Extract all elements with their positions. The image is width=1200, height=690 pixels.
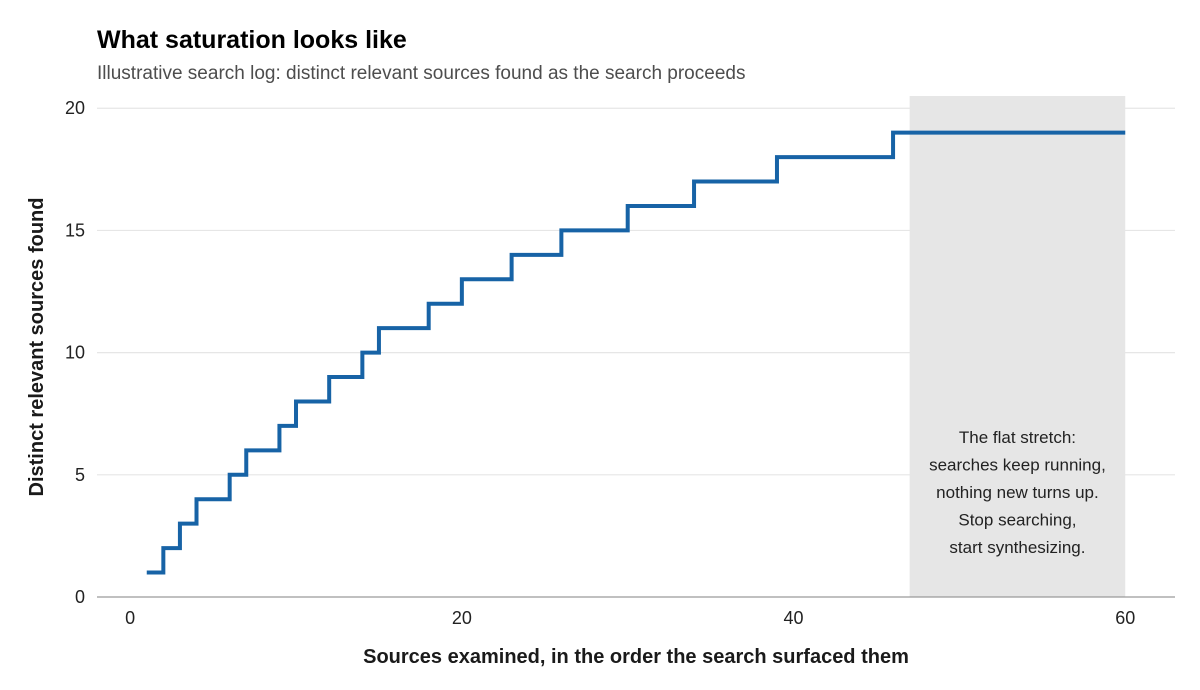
annotation-line: nothing new turns up. [936, 483, 1099, 502]
x-tick-label: 0 [125, 608, 135, 628]
x-tick-label: 20 [452, 608, 472, 628]
x-tick-label: 40 [784, 608, 804, 628]
annotation-line: The flat stretch: [959, 428, 1076, 447]
annotation-line: Stop searching, [958, 511, 1076, 530]
y-axis-title: Distinct relevant sources found [26, 198, 48, 497]
y-tick-label: 15 [65, 220, 85, 240]
y-tick-label: 5 [75, 465, 85, 485]
x-axis-title: Sources examined, in the order the searc… [363, 646, 909, 668]
step-series-line [146, 130, 1126, 575]
y-tick-label: 20 [65, 98, 85, 118]
y-tick-label: 10 [65, 343, 85, 363]
saturation-region [909, 96, 1126, 597]
annotation-line: start synthesizing. [949, 538, 1085, 557]
chart-title: What saturation looks like [97, 26, 407, 54]
annotation-line: searches keep running, [929, 456, 1106, 475]
plot-area: 0 5 10 15 20 0 20 40 60 The flat stretch: searches… [65, 96, 1175, 628]
y-tick-label: 0 [75, 587, 85, 607]
chart-subtitle: Illustrative search log: distinct releva… [97, 63, 745, 84]
x-tick-label: 60 [1115, 608, 1135, 628]
